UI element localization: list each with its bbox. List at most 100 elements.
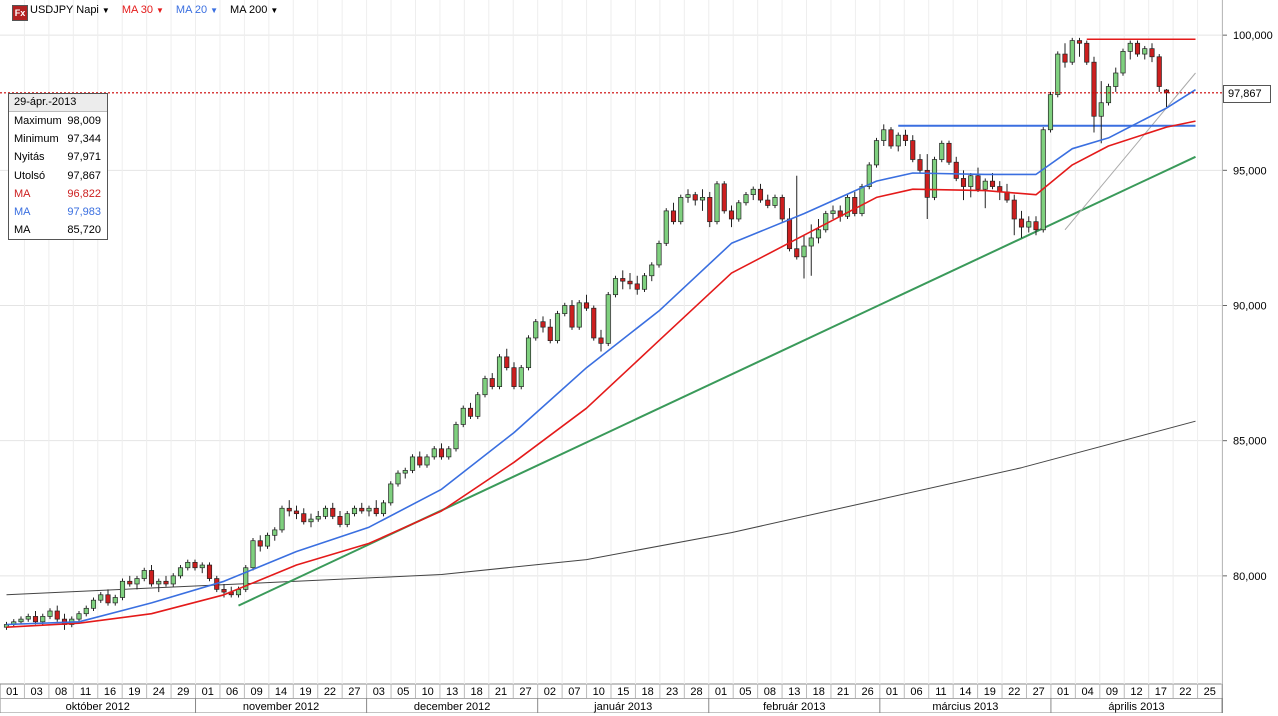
candle-up[interactable]	[475, 394, 481, 417]
candle-down[interactable]	[975, 175, 981, 190]
candle-down[interactable]	[1084, 42, 1090, 63]
candle-up[interactable]	[1127, 42, 1133, 52]
candle-up[interactable]	[25, 616, 31, 620]
candle-down[interactable]	[707, 197, 713, 223]
candle-up[interactable]	[395, 472, 401, 485]
candle-up[interactable]	[1055, 53, 1061, 95]
candle-down[interactable]	[989, 180, 996, 187]
candle-up[interactable]	[743, 194, 749, 204]
ma20-selector[interactable]: MA 20 ▼	[172, 4, 222, 16]
candle-down[interactable]	[438, 448, 445, 458]
candle-up[interactable]	[873, 140, 880, 166]
candle-down[interactable]	[692, 194, 698, 201]
candle-down[interactable]	[489, 378, 495, 387]
candle-up[interactable]	[525, 337, 532, 369]
candle-down[interactable]	[917, 159, 923, 171]
candle-up[interactable]	[409, 456, 416, 471]
candle-up[interactable]	[678, 197, 684, 223]
candle-down[interactable]	[757, 188, 764, 201]
candle-up[interactable]	[931, 159, 938, 198]
candle-up[interactable]	[605, 294, 611, 344]
candle-up[interactable]	[402, 470, 408, 474]
candle-up[interactable]	[112, 597, 118, 604]
candle-up[interactable]	[576, 302, 582, 328]
candle-up[interactable]	[562, 305, 568, 314]
candle-up[interactable]	[185, 561, 191, 569]
candle-up[interactable]	[1113, 72, 1119, 87]
candle-down[interactable]	[946, 142, 952, 163]
candle-up[interactable]	[199, 564, 205, 569]
candle-down[interactable]	[1134, 42, 1141, 55]
candle-up[interactable]	[40, 616, 46, 623]
candle-up[interactable]	[315, 516, 321, 520]
candle-up[interactable]	[431, 448, 437, 458]
candle-down[interactable]	[728, 210, 735, 220]
candle-up[interactable]	[250, 540, 256, 569]
candle-up[interactable]	[1047, 94, 1054, 131]
candle-up[interactable]	[1120, 51, 1126, 74]
candle-up[interactable]	[830, 210, 836, 214]
candle-up[interactable]	[859, 186, 865, 214]
candle-up[interactable]	[533, 321, 539, 339]
candle-down[interactable]	[54, 610, 60, 620]
candle-down[interactable]	[794, 248, 800, 258]
candle-up[interactable]	[815, 229, 822, 239]
ma200-selector[interactable]: MA 200 ▼	[226, 4, 282, 16]
candle-up[interactable]	[322, 507, 329, 517]
candle-up[interactable]	[649, 264, 655, 277]
candle-up[interactable]	[279, 507, 285, 531]
candle-up[interactable]	[844, 197, 851, 217]
candle-up[interactable]	[714, 183, 720, 223]
candle-up[interactable]	[351, 507, 358, 515]
candle-down[interactable]	[852, 197, 858, 214]
candle-up[interactable]	[460, 407, 466, 425]
candle-up[interactable]	[98, 594, 104, 601]
candle-up[interactable]	[518, 367, 524, 387]
candle-down[interactable]	[1163, 89, 1170, 94]
candle-down[interactable]	[127, 580, 133, 585]
candle-down[interactable]	[301, 513, 307, 523]
candle-down[interactable]	[547, 326, 553, 341]
candle-down[interactable]	[953, 161, 959, 179]
candle-up[interactable]	[895, 134, 901, 147]
candle-down[interactable]	[591, 307, 597, 339]
candle-up[interactable]	[344, 513, 350, 525]
candle-up[interactable]	[272, 529, 278, 536]
candle-up[interactable]	[446, 448, 452, 458]
candle-down[interactable]	[373, 507, 379, 515]
candle-up[interactable]	[612, 278, 619, 296]
candle-down[interactable]	[286, 507, 292, 512]
candle-up[interactable]	[264, 534, 271, 547]
candle-up[interactable]	[656, 242, 662, 266]
candle-up[interactable]	[18, 618, 24, 623]
candle-down[interactable]	[902, 134, 909, 141]
candle-up[interactable]	[750, 188, 756, 196]
candle-down[interactable]	[924, 169, 930, 198]
candle-down[interactable]	[598, 337, 604, 344]
candle-down[interactable]	[634, 283, 640, 290]
candle-down[interactable]	[1076, 40, 1083, 44]
candle-down[interactable]	[293, 510, 300, 515]
candle-up[interactable]	[134, 578, 140, 585]
candle-down[interactable]	[467, 407, 474, 417]
candle-up[interactable]	[141, 570, 147, 579]
candle-down[interactable]	[504, 356, 510, 369]
candle-up[interactable]	[1069, 40, 1075, 63]
candle-down[interactable]	[765, 199, 771, 206]
candle-down[interactable]	[779, 197, 785, 220]
candle-down[interactable]	[583, 302, 590, 309]
candle-down[interactable]	[359, 507, 365, 512]
candle-down[interactable]	[148, 570, 155, 585]
candle-up[interactable]	[982, 180, 988, 190]
candle-down[interactable]	[1062, 53, 1068, 63]
candle-up[interactable]	[808, 237, 814, 247]
candle-up[interactable]	[772, 197, 778, 206]
candle-down[interactable]	[670, 210, 677, 223]
candle-down[interactable]	[627, 280, 633, 285]
candle-up[interactable]	[366, 507, 372, 512]
candle-down[interactable]	[221, 589, 227, 593]
candle-up[interactable]	[76, 613, 82, 620]
candle-up[interactable]	[801, 245, 807, 258]
